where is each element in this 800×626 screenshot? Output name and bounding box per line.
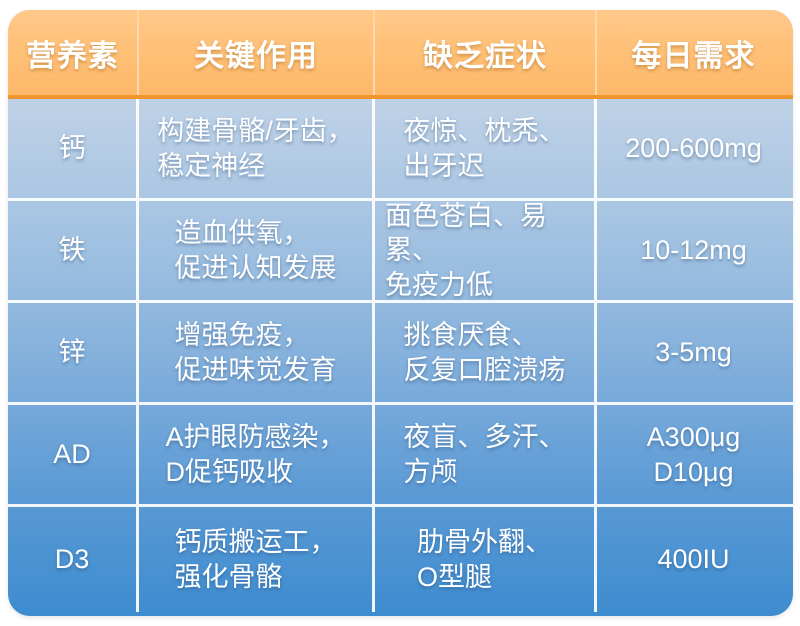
cell-function-text: 增强免疫， 促进味觉发育 [174, 319, 337, 385]
cell-daily-requirement: 10-12mg [597, 201, 790, 300]
cell-nutrient: 铁 [8, 201, 139, 300]
cell-nutrient-text: 钙 [58, 133, 86, 164]
cell-daily-requirement: A300μg D10μg [597, 405, 790, 504]
column-header-function-label: 关键作用 [194, 39, 318, 73]
cell-function-text: 造血供氧， 促进认知发展 [174, 217, 337, 283]
cell-daily-requirement-text: 200-600mg [625, 133, 762, 164]
table-row: 铁 造血供氧， 促进认知发展 面色苍白、易累、 免疫力低 10-12mg [8, 201, 793, 303]
cell-nutrient-text: 铁 [58, 235, 86, 266]
cell-symptom-text: 夜惊、枕秃、 出牙迟 [403, 115, 566, 181]
column-header-nutrient-label: 营养素 [26, 39, 119, 73]
cell-function: 构建骨骼/牙齿， 稳定神经 [139, 99, 375, 198]
cell-daily-requirement-text: 3-5mg [655, 337, 732, 368]
cell-symptom: 面色苍白、易累、 免疫力低 [375, 201, 597, 300]
column-header-nutrient: 营养素 [8, 10, 139, 95]
column-header-daily-requirement: 每日需求 [597, 10, 790, 95]
cell-daily-requirement-text: 400IU [657, 544, 730, 575]
table-row: AD A护眼防感染， D促钙吸收 夜盲、多汗、 方颅 A300μg D10μg [8, 405, 793, 507]
cell-daily-requirement: 400IU [597, 507, 790, 612]
cell-daily-requirement: 200-600mg [597, 99, 790, 198]
table-header-row: 营养素 关键作用 缺乏症状 每日需求 [8, 10, 793, 99]
cell-symptom-text: 面色苍白、易累、 免疫力低 [385, 200, 547, 300]
table-row: 钙 构建骨骼/牙齿， 稳定神经 夜惊、枕秃、 出牙迟 200-600mg [8, 99, 793, 201]
cell-symptom-text: 夜盲、多汗、 方颅 [403, 421, 566, 487]
table-row: 锌 增强免疫， 促进味觉发育 挑食厌食、 反复口腔溃疡 3-5mg [8, 303, 793, 405]
nutrient-requirements-table: 营养素 关键作用 缺乏症状 每日需求 钙 构建骨骼/牙齿， 稳定神经 夜惊、枕秃… [8, 10, 793, 616]
cell-nutrient: D3 [8, 507, 139, 612]
cell-daily-requirement-text: A300μg D10μg [646, 421, 741, 487]
cell-nutrient-text: AD [53, 439, 91, 470]
table-row: D3 钙质搬运工， 强化骨骼 肋骨外翻、 O型腿 400IU [8, 507, 793, 612]
column-header-symptom: 缺乏症状 [375, 10, 597, 95]
cell-symptom: 夜盲、多汗、 方颅 [375, 405, 597, 504]
cell-function: A护眼防感染， D促钙吸收 [139, 405, 375, 504]
cell-function: 钙质搬运工， 强化骨骼 [139, 507, 375, 612]
cell-function: 增强免疫， 促进味觉发育 [139, 303, 375, 402]
cell-daily-requirement: 3-5mg [597, 303, 790, 402]
cell-symptom: 肋骨外翻、 O型腿 [375, 507, 597, 612]
cell-daily-requirement-text: 10-12mg [640, 235, 747, 266]
cell-symptom-text: 挑食厌食、 反复口腔溃疡 [403, 319, 566, 385]
cell-nutrient-text: D3 [54, 544, 90, 575]
cell-symptom-text: 肋骨外翻、 O型腿 [417, 526, 552, 592]
table-body: 钙 构建骨骼/牙齿， 稳定神经 夜惊、枕秃、 出牙迟 200-600mg 铁 造… [8, 99, 793, 612]
cell-function-text: A护眼防感染， D促钙吸收 [165, 421, 346, 487]
column-header-function: 关键作用 [139, 10, 375, 95]
column-header-daily-requirement-label: 每日需求 [631, 39, 756, 73]
cell-nutrient: 钙 [8, 99, 139, 198]
cell-nutrient-text: 锌 [58, 337, 86, 368]
cell-nutrient: AD [8, 405, 139, 504]
cell-function-text: 钙质搬运工， 强化骨骼 [174, 526, 337, 592]
column-header-symptom-label: 缺乏症状 [423, 39, 547, 73]
cell-symptom: 夜惊、枕秃、 出牙迟 [375, 99, 597, 198]
cell-symptom: 挑食厌食、 反复口腔溃疡 [375, 303, 597, 402]
cell-function: 造血供氧， 促进认知发展 [139, 201, 375, 300]
cell-nutrient: 锌 [8, 303, 139, 402]
cell-function-text: 构建骨骼/牙齿， 稳定神经 [157, 115, 354, 181]
